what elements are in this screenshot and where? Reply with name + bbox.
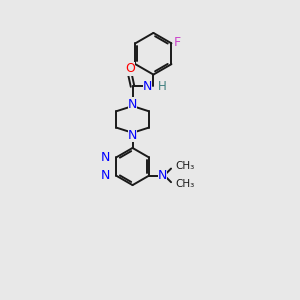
Text: H: H xyxy=(158,80,166,93)
Text: F: F xyxy=(174,36,181,49)
Text: N: N xyxy=(158,169,167,182)
Text: N: N xyxy=(101,151,110,164)
Text: CH₃: CH₃ xyxy=(176,161,195,171)
Text: N: N xyxy=(143,80,152,93)
Text: N: N xyxy=(128,98,137,110)
Text: N: N xyxy=(128,129,137,142)
Text: N: N xyxy=(101,169,110,182)
Text: CH₃: CH₃ xyxy=(176,179,195,189)
Text: O: O xyxy=(125,62,135,75)
